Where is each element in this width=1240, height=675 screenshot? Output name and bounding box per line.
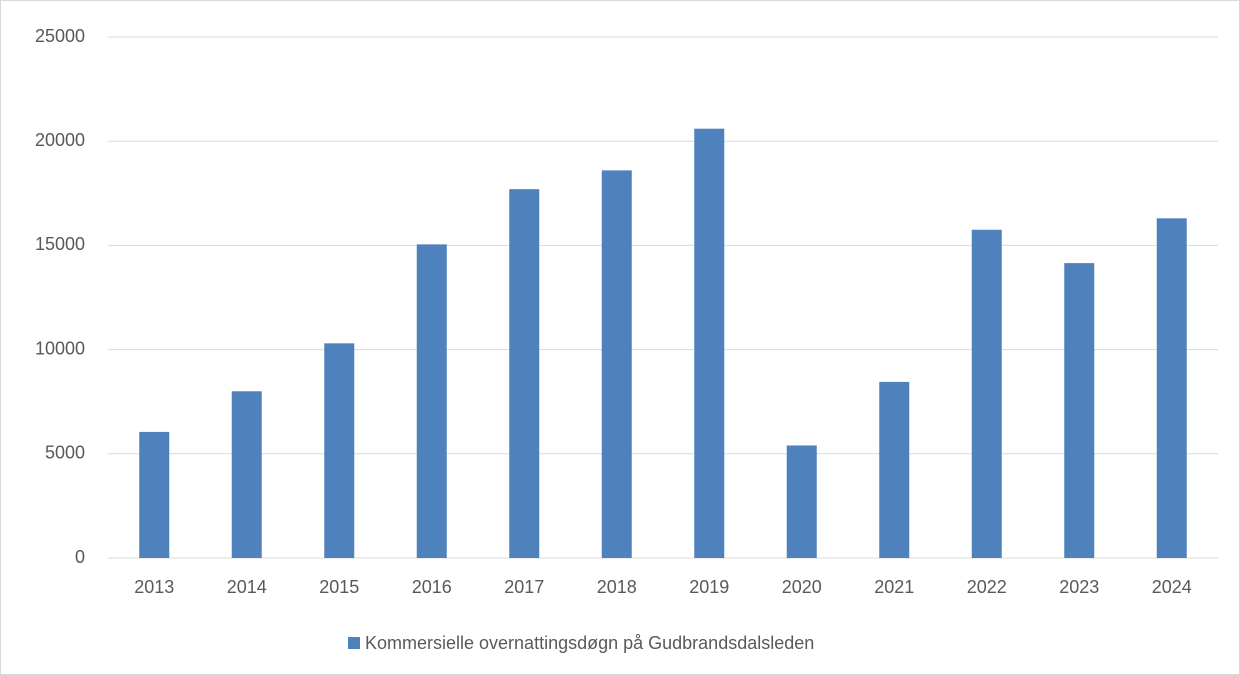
x-tick-label: 2022 — [967, 577, 1007, 597]
x-tick-label: 2015 — [319, 577, 359, 597]
x-tick-label: 2019 — [689, 577, 729, 597]
legend-swatch — [348, 637, 360, 649]
x-tick-label: 2018 — [597, 577, 637, 597]
bar — [231, 391, 262, 558]
legend-label: Kommersielle overnattingsdøgn på Gudbran… — [365, 633, 814, 653]
bar — [416, 244, 447, 558]
x-tick-label: 2024 — [1152, 577, 1192, 597]
y-tick-label: 20000 — [35, 130, 85, 150]
bar — [601, 170, 632, 558]
x-tick-label: 2021 — [874, 577, 914, 597]
x-tick-label: 2020 — [782, 577, 822, 597]
bar — [509, 189, 540, 558]
x-tick-label: 2016 — [412, 577, 452, 597]
x-tick-label: 2014 — [227, 577, 267, 597]
y-tick-label: 25000 — [35, 26, 85, 46]
y-tick-label: 5000 — [45, 443, 85, 463]
bar — [786, 445, 817, 558]
bar — [879, 381, 910, 558]
x-tick-label: 2013 — [134, 577, 174, 597]
y-tick-label: 0 — [75, 547, 85, 567]
bar — [694, 128, 725, 559]
bar — [1156, 218, 1187, 559]
bar — [139, 431, 170, 558]
x-tick-label: 2017 — [504, 577, 544, 597]
bar — [971, 229, 1002, 558]
y-tick-label: 15000 — [35, 234, 85, 254]
x-tick-label: 2023 — [1059, 577, 1099, 597]
bar — [324, 343, 355, 558]
bar — [1064, 263, 1095, 558]
y-tick-label: 10000 — [35, 338, 85, 358]
